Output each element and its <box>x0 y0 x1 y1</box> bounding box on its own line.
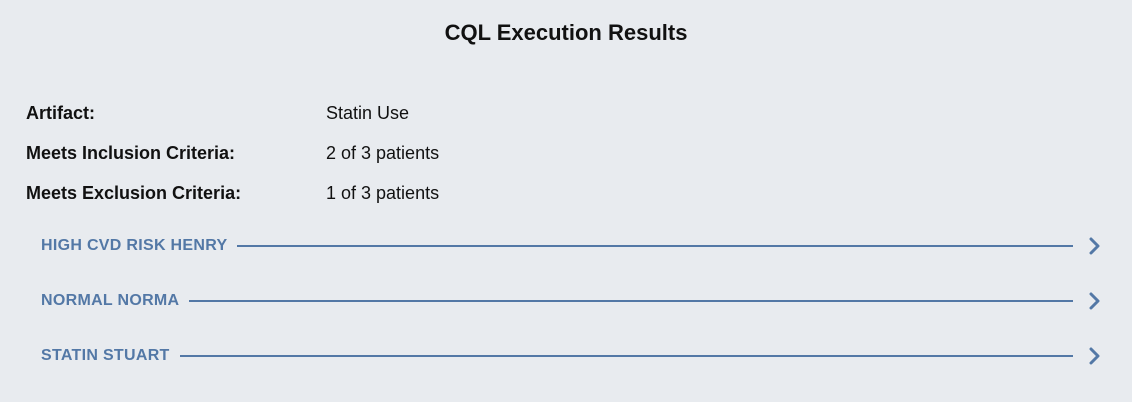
page-title: CQL Execution Results <box>444 20 688 45</box>
chevron-right-icon[interactable] <box>1087 346 1103 366</box>
patient-row-normal-norma[interactable]: NORMAL NORMA <box>41 273 1103 328</box>
patient-list: HIGH CVD RISK HENRY NORMAL NORMA STATIN … <box>41 218 1103 383</box>
artifact-row: Artifact: Statin Use <box>26 93 726 133</box>
exclusion-row: Meets Exclusion Criteria: 1 of 3 patient… <box>26 173 726 213</box>
exclusion-value: 1 of 3 patients <box>326 183 440 203</box>
patient-name: NORMAL NORMA <box>41 291 180 309</box>
chevron-right-icon[interactable] <box>1087 236 1103 256</box>
patient-row-statin-stuart[interactable]: STATIN STUART <box>41 328 1103 383</box>
patient-name: STATIN STUART <box>41 346 170 364</box>
exclusion-label: Meets Exclusion Criteria: <box>26 183 242 203</box>
divider <box>179 354 1073 357</box>
divider <box>237 244 1073 247</box>
inclusion-label: Meets Inclusion Criteria: <box>26 143 236 163</box>
inclusion-row: Meets Inclusion Criteria: 2 of 3 patient… <box>26 133 726 173</box>
divider <box>189 299 1073 302</box>
artifact-value: Statin Use <box>326 103 410 123</box>
patient-row-high-cvd-risk-henry[interactable]: HIGH CVD RISK HENRY <box>41 218 1103 273</box>
patient-name: HIGH CVD RISK HENRY <box>41 236 228 254</box>
inclusion-value: 2 of 3 patients <box>326 143 440 163</box>
artifact-label: Artifact: <box>26 103 96 123</box>
chevron-right-icon[interactable] <box>1087 291 1103 311</box>
results-summary: Artifact: Statin Use Meets Inclusion Cri… <box>26 93 726 213</box>
